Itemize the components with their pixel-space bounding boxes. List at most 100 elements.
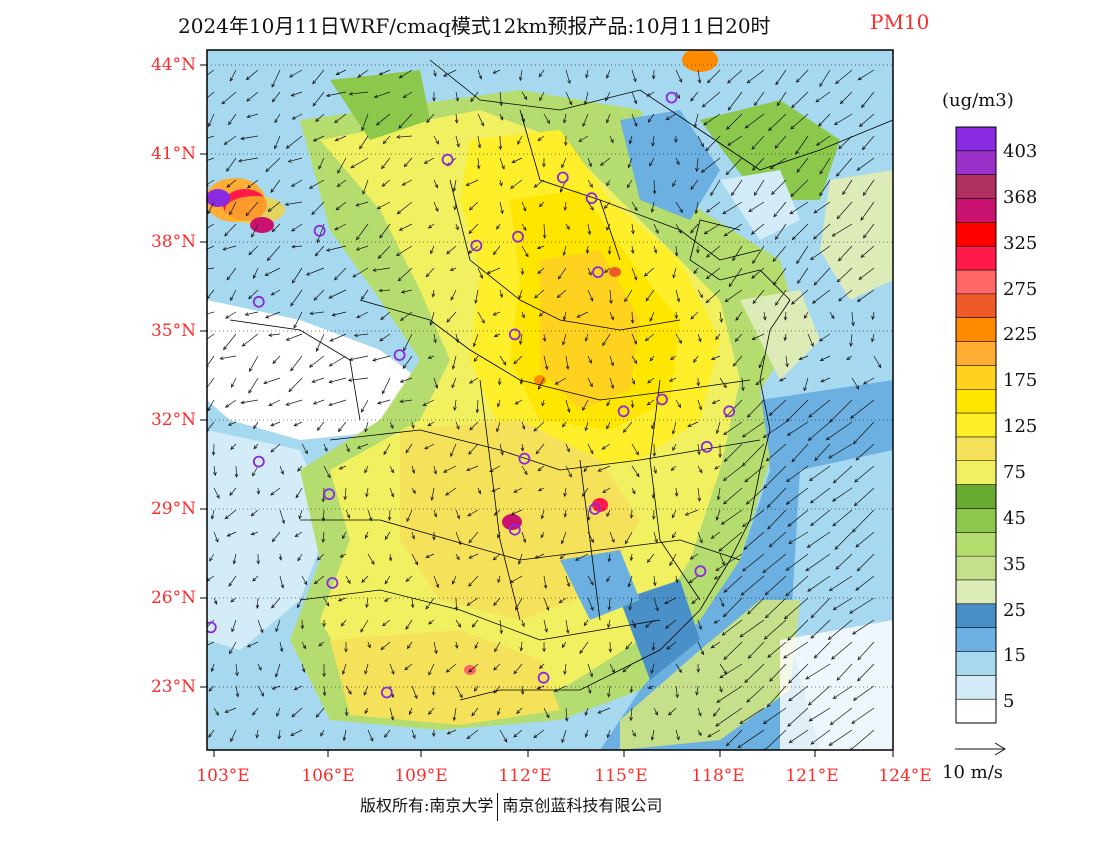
wind-arrow	[832, 223, 853, 237]
wind-arrow-head	[722, 210, 727, 215]
wind-arrow	[668, 707, 677, 716]
station-markers	[207, 91, 736, 699]
wind-arrow	[558, 597, 567, 604]
wind-arrow-head	[200, 314, 204, 317]
wind-arrow-head	[252, 577, 257, 582]
wind-arrow	[855, 443, 875, 461]
wind-arrow-head	[807, 437, 812, 441]
wind-arrow	[675, 487, 678, 497]
wind-arrow	[723, 465, 743, 481]
wind-arrow	[224, 223, 237, 237]
wind-arrow	[723, 575, 743, 593]
wind-arrow	[564, 663, 567, 675]
wind-arrow	[697, 69, 701, 83]
wind-arrow-head	[544, 628, 548, 633]
wind-arrow	[791, 443, 809, 463]
wind-reference-label: 10 m/s	[942, 762, 1003, 783]
wind-arrow-head	[224, 232, 229, 237]
wind-arrow	[565, 465, 572, 478]
wind-arrow-head	[630, 319, 635, 324]
wind-arrow-head	[293, 686, 298, 691]
wind-arrow	[715, 553, 743, 571]
wind-arrow-head	[396, 135, 401, 139]
wind-arrow	[213, 465, 216, 476]
wind-arrow	[833, 465, 853, 484]
wind-arrow	[342, 531, 347, 539]
wind-arrow	[223, 245, 237, 250]
wind-arrow-head	[431, 691, 436, 696]
wind-arrow-head	[455, 338, 460, 344]
wind-arrow-head	[588, 162, 592, 168]
wind-arrow	[653, 531, 658, 543]
wind-arrow-head	[536, 685, 541, 690]
wind-arrow-head	[562, 341, 566, 346]
wind-arrow	[672, 179, 677, 187]
wind-arrow	[719, 663, 727, 675]
wind-arrow	[799, 355, 809, 360]
wind-arrow-head	[697, 79, 702, 84]
wind-arrow	[810, 597, 831, 619]
map-frame	[206, 49, 894, 751]
wind-arrow	[424, 157, 435, 164]
wind-arrow	[649, 311, 655, 322]
wind-arrow-head	[520, 447, 525, 452]
wind-arrow-head	[788, 679, 793, 684]
wind-arrow-head	[426, 119, 431, 124]
wind-arrow	[443, 69, 457, 77]
wind-arrow-head	[679, 208, 683, 214]
wind-arrow	[477, 135, 481, 148]
wind-arrow-head	[435, 140, 439, 145]
wind-arrow	[769, 663, 787, 682]
wind-arrow-head	[275, 627, 279, 633]
wind-arrow-head	[832, 479, 837, 484]
wind-arrow	[207, 619, 215, 628]
legend-label-403: 403	[1003, 141, 1038, 162]
station-marker	[470, 239, 483, 252]
wind-arrow	[372, 267, 391, 271]
wind-arrow	[207, 289, 215, 299]
wind-arrow-head	[315, 713, 320, 718]
wind-arrow-head	[308, 363, 314, 368]
wind-arrow	[672, 267, 677, 278]
wind-arrow	[450, 443, 457, 457]
wind-arrow	[563, 113, 567, 123]
wind-arrow-head	[334, 119, 339, 124]
wind-arrow-head	[297, 557, 301, 562]
wind-arrow-head	[649, 162, 653, 167]
wind-arrow-head	[587, 230, 592, 236]
wind-arrow	[840, 91, 853, 104]
wind-arrow	[521, 421, 525, 430]
wind-arrow	[555, 377, 567, 385]
wind-arrow-head	[543, 584, 548, 590]
wind-arrow	[339, 465, 347, 470]
wind-arrow	[279, 641, 283, 652]
wind-arrow	[228, 575, 237, 587]
wind-arrow-head	[741, 462, 746, 467]
wind-arrow-head	[353, 333, 359, 338]
wind-arrow-head	[225, 404, 230, 408]
wind-arrow	[323, 685, 326, 696]
wind-arrow	[389, 707, 394, 720]
wind-arrow-head	[339, 554, 344, 558]
wind-arrow	[631, 69, 637, 82]
wind-arrow	[775, 69, 787, 85]
station-marker	[313, 224, 326, 237]
wind-arrow-head	[365, 603, 369, 609]
wind-arrow	[606, 421, 611, 429]
wind-arrow	[499, 289, 503, 298]
wind-arrow-head	[647, 685, 652, 689]
wind-arrow-head	[576, 314, 581, 318]
wind-arrow-head	[446, 250, 451, 255]
wind-arrow-head	[486, 270, 491, 274]
wind-arrow-head	[773, 213, 778, 218]
wind-arrow-head	[260, 692, 264, 697]
wind-arrow	[609, 135, 614, 143]
wind-arrow-head	[291, 279, 296, 284]
wind-arrow-head	[744, 478, 749, 483]
wind-arrow-head	[718, 547, 723, 552]
wind-arrow-head	[207, 210, 211, 215]
wind-arrow	[539, 663, 545, 669]
wind-arrow-head	[230, 598, 235, 603]
wind-arrow	[605, 91, 611, 101]
wind-arrow-head	[285, 145, 290, 149]
